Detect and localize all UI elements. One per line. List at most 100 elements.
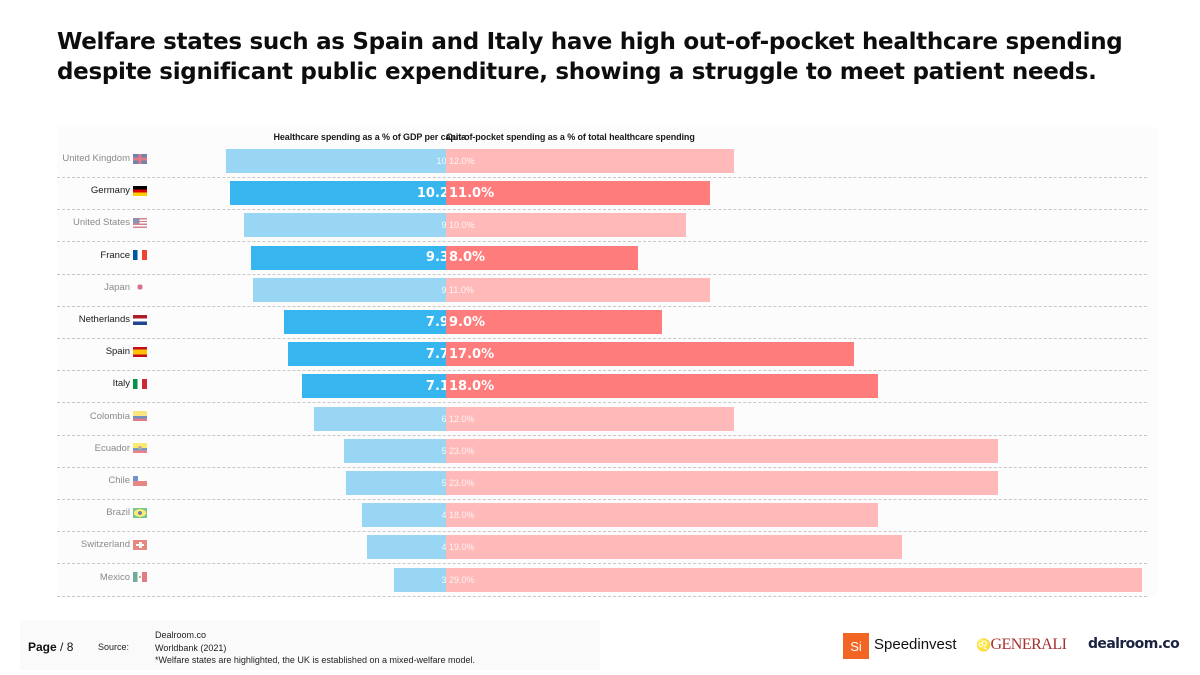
bar-gdp: 7.7% [288,342,466,367]
country-label: Ecuador [95,443,147,454]
country-name: Germany [90,185,130,197]
country-label: United Kingdom [62,153,147,164]
bar-out-of-pocket: 9.0% [446,310,662,334]
bar-out-of-pocket: 11.0% [446,277,710,302]
page-title: Welfare states such as Spain and Italy h… [57,29,1123,85]
bar-gdp: 5.3% [343,438,466,463]
source-list: Dealroom.co Worldbank (2021) *Welfare st… [155,629,475,667]
bar-out-of-pocket: 10.0% [446,213,686,238]
country-label: Netherlands [79,314,147,325]
bar-gdp: 9.6% [244,213,466,238]
country-name: Mexico [99,571,130,583]
bar-out-of-pocket-label: 9.0% [449,314,486,330]
chart-row: Japan 9.2%11.0% [57,274,1147,307]
source-line: Dealroom.co [155,630,207,640]
row-divider [57,209,1147,211]
country-label: Colombia [90,411,147,422]
country-label: Brazil [106,507,147,518]
dealroom-logo: dealroom.co [1088,636,1180,652]
row-divider [57,434,1147,436]
bar-out-of-pocket-label: 12.0% [449,413,475,424]
column-header-gdp: Healthcare spending as a % of GDP per ca… [273,132,467,142]
bar-out-of-pocket-label: 18.0% [449,510,475,521]
bar-gdp: 7.9% [283,310,466,334]
country-label: United States [73,217,147,228]
bar-gdp: 9.2% [253,277,466,302]
flag-spain-icon [133,346,147,357]
bar-gdp: 9.3% [251,245,466,270]
page-total: / 8 [60,640,74,654]
chart-row: Ecuador 5.3%23.0% [57,435,1147,468]
country-name: United Kingdom [62,153,130,164]
row-divider [57,177,1147,178]
row-divider [57,531,1147,533]
country-label: Germany [91,185,147,196]
country-label: Switzerland [81,539,147,550]
flag-japan-icon [133,282,147,293]
chart-row: Chile 5.2%23.0% [57,467,1147,500]
chart-row: Italy 7.1% 18.0% [57,370,1147,404]
bar-gdp: 6.6% [313,406,466,431]
chart-row: Switzerland4.3%19.0% [57,531,1147,565]
source-line: Worldbank (2021) [155,642,227,653]
country-name: Netherlands [78,314,130,325]
chart-row: Spain 7.7% 17.0% [57,338,1147,372]
bar-out-of-pocket-label: 12.0% [449,156,475,166]
footer-panel [20,620,600,670]
bar-out-of-pocket-label: 23.0% [449,445,475,456]
bar-out-of-pocket: 18.0% [446,503,878,528]
country-label: Chile [108,475,147,486]
source-footnote: *Welfare states are highlighted, the UK … [155,655,476,665]
bar-out-of-pocket: 11.0% [446,181,710,206]
bar-out-of-pocket-label: 11.0% [449,185,495,201]
country-name: Switzerland [80,539,130,551]
country-name: Japan [104,281,130,293]
bar-out-of-pocket-label: 8.0% [449,250,486,266]
row-divider [57,563,1147,565]
bar-gdp: 5.2% [345,471,466,495]
speedinvest-logo: Speedinvest [874,636,957,653]
country-label: Japan [104,282,147,293]
source-label: Source: [98,642,130,652]
flag-uk-icon [133,153,147,164]
flag-netherlands-icon [133,314,147,325]
bar-out-of-pocket-label: 11.0% [449,284,474,295]
bar-out-of-pocket: 18.0% [446,374,878,399]
row-divider [57,305,1147,307]
flag-switzerland-icon [133,539,147,550]
bar-out-of-pocket: 23.0% [446,471,998,495]
row-divider [57,595,1147,597]
row-divider [57,273,1147,275]
flag-germany-icon [133,185,147,196]
flag-france-icon [133,250,147,261]
flag-chile-icon [133,475,147,486]
flag-brazil-icon [133,507,147,518]
row-divider [57,338,1147,339]
chart-row: United Kingdom 10.4%12.0% [57,145,1147,178]
bar-out-of-pocket-label: 23.0% [449,478,475,488]
country-name: Chile [108,475,130,486]
bar-gdp: 10.2% [230,181,466,206]
country-name: Spain [105,346,130,358]
bar-out-of-pocket: 19.0% [446,535,902,560]
row-divider [57,499,1147,500]
bar-out-of-pocket: 12.0% [446,149,734,173]
generali-logo: ♌GENERALI [976,636,1067,654]
flag-italy-icon [133,378,147,389]
chart-row: Netherlands 7.9% 9.0% [57,306,1147,339]
bar-out-of-pocket-label: 29.0% [449,574,475,585]
country-label: Italy [113,378,147,389]
flag-us-icon [133,217,147,228]
country-name: Colombia [89,410,130,422]
chart-row: Mexico3.1%29.0% [57,564,1147,597]
speedinvest-logo-mark: Si [843,633,869,659]
bar-out-of-pocket: 8.0% [446,245,638,270]
chart-row: France 9.3% 8.0% [57,242,1147,275]
chart-row: Germany 10.2% 11.0% [57,177,1147,211]
bar-gdp: 10.4% [225,149,466,173]
country-label: France [100,250,147,261]
country-name: France [100,249,130,261]
bar-out-of-pocket: 12.0% [446,406,734,431]
row-divider [57,402,1147,404]
bar-out-of-pocket-label: 18.0% [449,378,495,394]
